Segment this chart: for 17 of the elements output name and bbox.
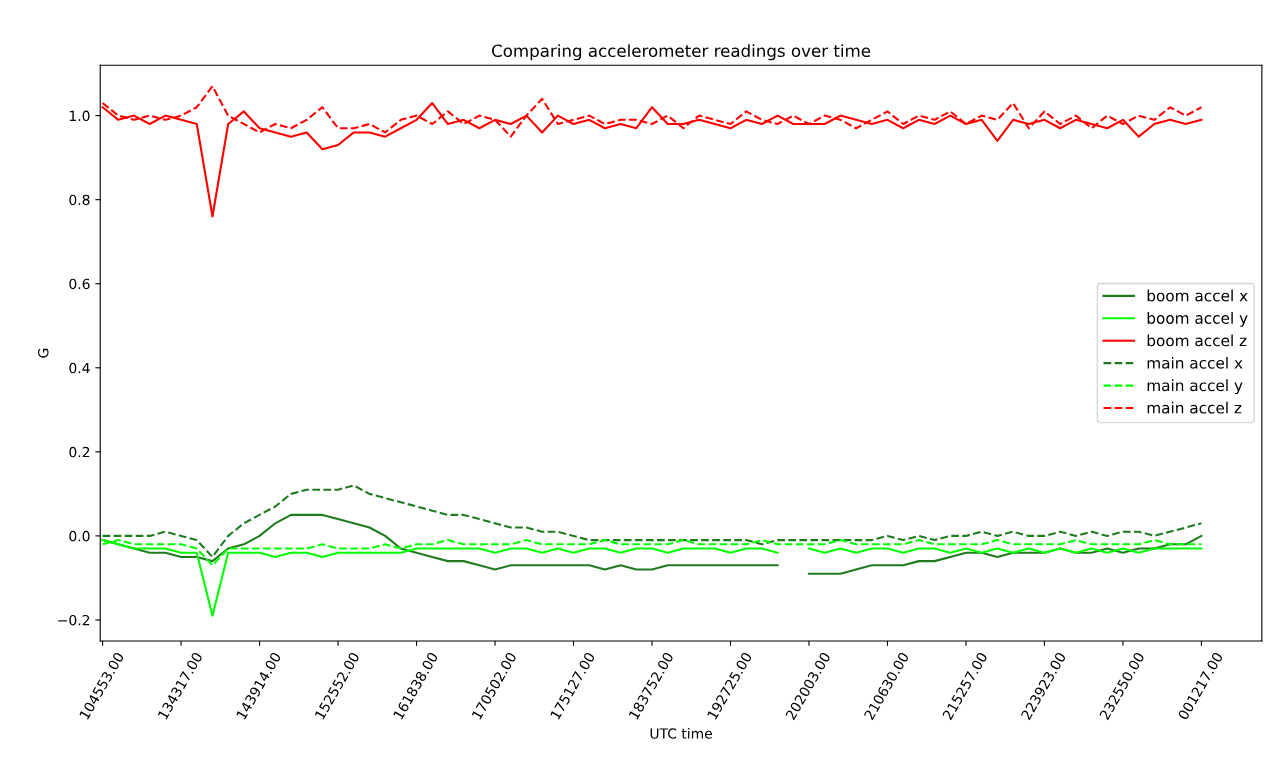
legend-label: boom accel x — [1147, 289, 1248, 302]
chart-title: Comparing accelerometer readings over time — [492, 44, 871, 61]
y-tick-label: −0.2 — [58, 614, 90, 626]
y-tick-label: 0.0 — [69, 530, 90, 542]
y-tick-label: 0.8 — [69, 194, 90, 206]
y-tick-label: 0.2 — [69, 446, 90, 458]
y-tick-label: 0.6 — [69, 278, 90, 290]
legend-label: boom accel y — [1147, 312, 1248, 327]
legend-label: main accel z — [1147, 401, 1242, 414]
y-tick-label: 0.4 — [69, 362, 90, 374]
y-tick-label: 1.0 — [69, 110, 90, 122]
legend-label: main accel x — [1147, 356, 1243, 369]
line-series — [101, 484, 1203, 558]
legend-label: boom accel z — [1147, 334, 1247, 347]
x-axis-title: UTC time — [650, 728, 712, 739]
y-axis-title: G — [38, 348, 49, 358]
legend-label: main accel y — [1147, 379, 1243, 395]
